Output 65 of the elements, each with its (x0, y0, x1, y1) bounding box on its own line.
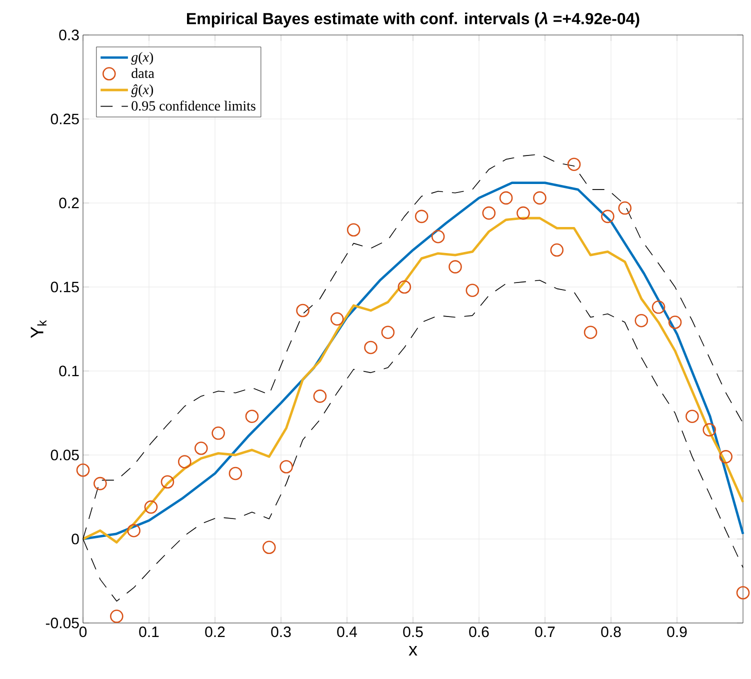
point (414, 210, 428, 224)
x-tick-label: 0.1 (139, 626, 159, 638)
point (567, 158, 581, 171)
x-tick-label: 0.5 (403, 626, 423, 638)
x-tick-label: 0.8 (601, 626, 621, 638)
point (398, 280, 412, 294)
x-tick-label: 0.3 (271, 626, 291, 638)
y-tick-label: 0.05 (50, 450, 79, 460)
point (516, 206, 530, 220)
point (431, 230, 445, 244)
y-tick-label: 0.2 (59, 198, 79, 208)
point (127, 524, 140, 538)
point (194, 442, 208, 455)
point (262, 540, 276, 554)
point (702, 423, 716, 436)
point (212, 426, 225, 440)
chart-title: Empirical Bayes estimate with conf. intervals (λ =+4.92e-04) (187, 12, 640, 28)
point (76, 463, 90, 477)
point (330, 312, 344, 326)
point (280, 460, 293, 474)
point (736, 586, 750, 600)
point (364, 340, 378, 354)
point (601, 210, 614, 224)
y-tick-label: 0.25 (50, 114, 79, 124)
point (448, 260, 462, 274)
x-tick-label: 0.6 (469, 626, 489, 638)
point (144, 500, 158, 514)
point (652, 300, 666, 314)
point (499, 191, 513, 205)
legend-label: g(x) (131, 52, 154, 65)
y-tick-label: -0.05 (46, 618, 79, 628)
point (346, 223, 360, 237)
point (466, 284, 480, 298)
y-tick-label: 0.1 (59, 366, 79, 376)
point (584, 326, 598, 340)
x-tick-label: 0.4 (337, 626, 357, 638)
legend-label: ĝ(x) (131, 84, 154, 98)
point (719, 450, 732, 464)
x-axis-title: x (408, 646, 418, 656)
y-tick-label: 0.15 (50, 282, 79, 292)
point (550, 243, 564, 257)
point (94, 476, 107, 490)
point (313, 390, 327, 403)
point (245, 410, 259, 424)
x-tick-label: 0.7 (535, 626, 555, 638)
point (533, 191, 546, 205)
point (110, 610, 124, 623)
legend-label: 0.95 confidence limits (132, 100, 256, 111)
x-tick-label: 0 (79, 626, 87, 638)
point (228, 466, 242, 480)
point (381, 326, 395, 340)
x-tick-label: 0.2 (205, 626, 225, 638)
point (296, 304, 310, 318)
point (686, 410, 699, 424)
y-axis-title: Y$_{k}$ (30, 320, 46, 338)
legend-label: data (132, 68, 154, 78)
point (178, 455, 192, 468)
point (668, 316, 682, 329)
y-tick-label: 0 (72, 534, 79, 544)
x-tick-label: 0.9 (667, 626, 687, 638)
point (482, 206, 496, 220)
point (634, 314, 648, 328)
point (160, 475, 174, 489)
point (618, 201, 632, 215)
y-tick-label: 0.3 (59, 30, 79, 40)
